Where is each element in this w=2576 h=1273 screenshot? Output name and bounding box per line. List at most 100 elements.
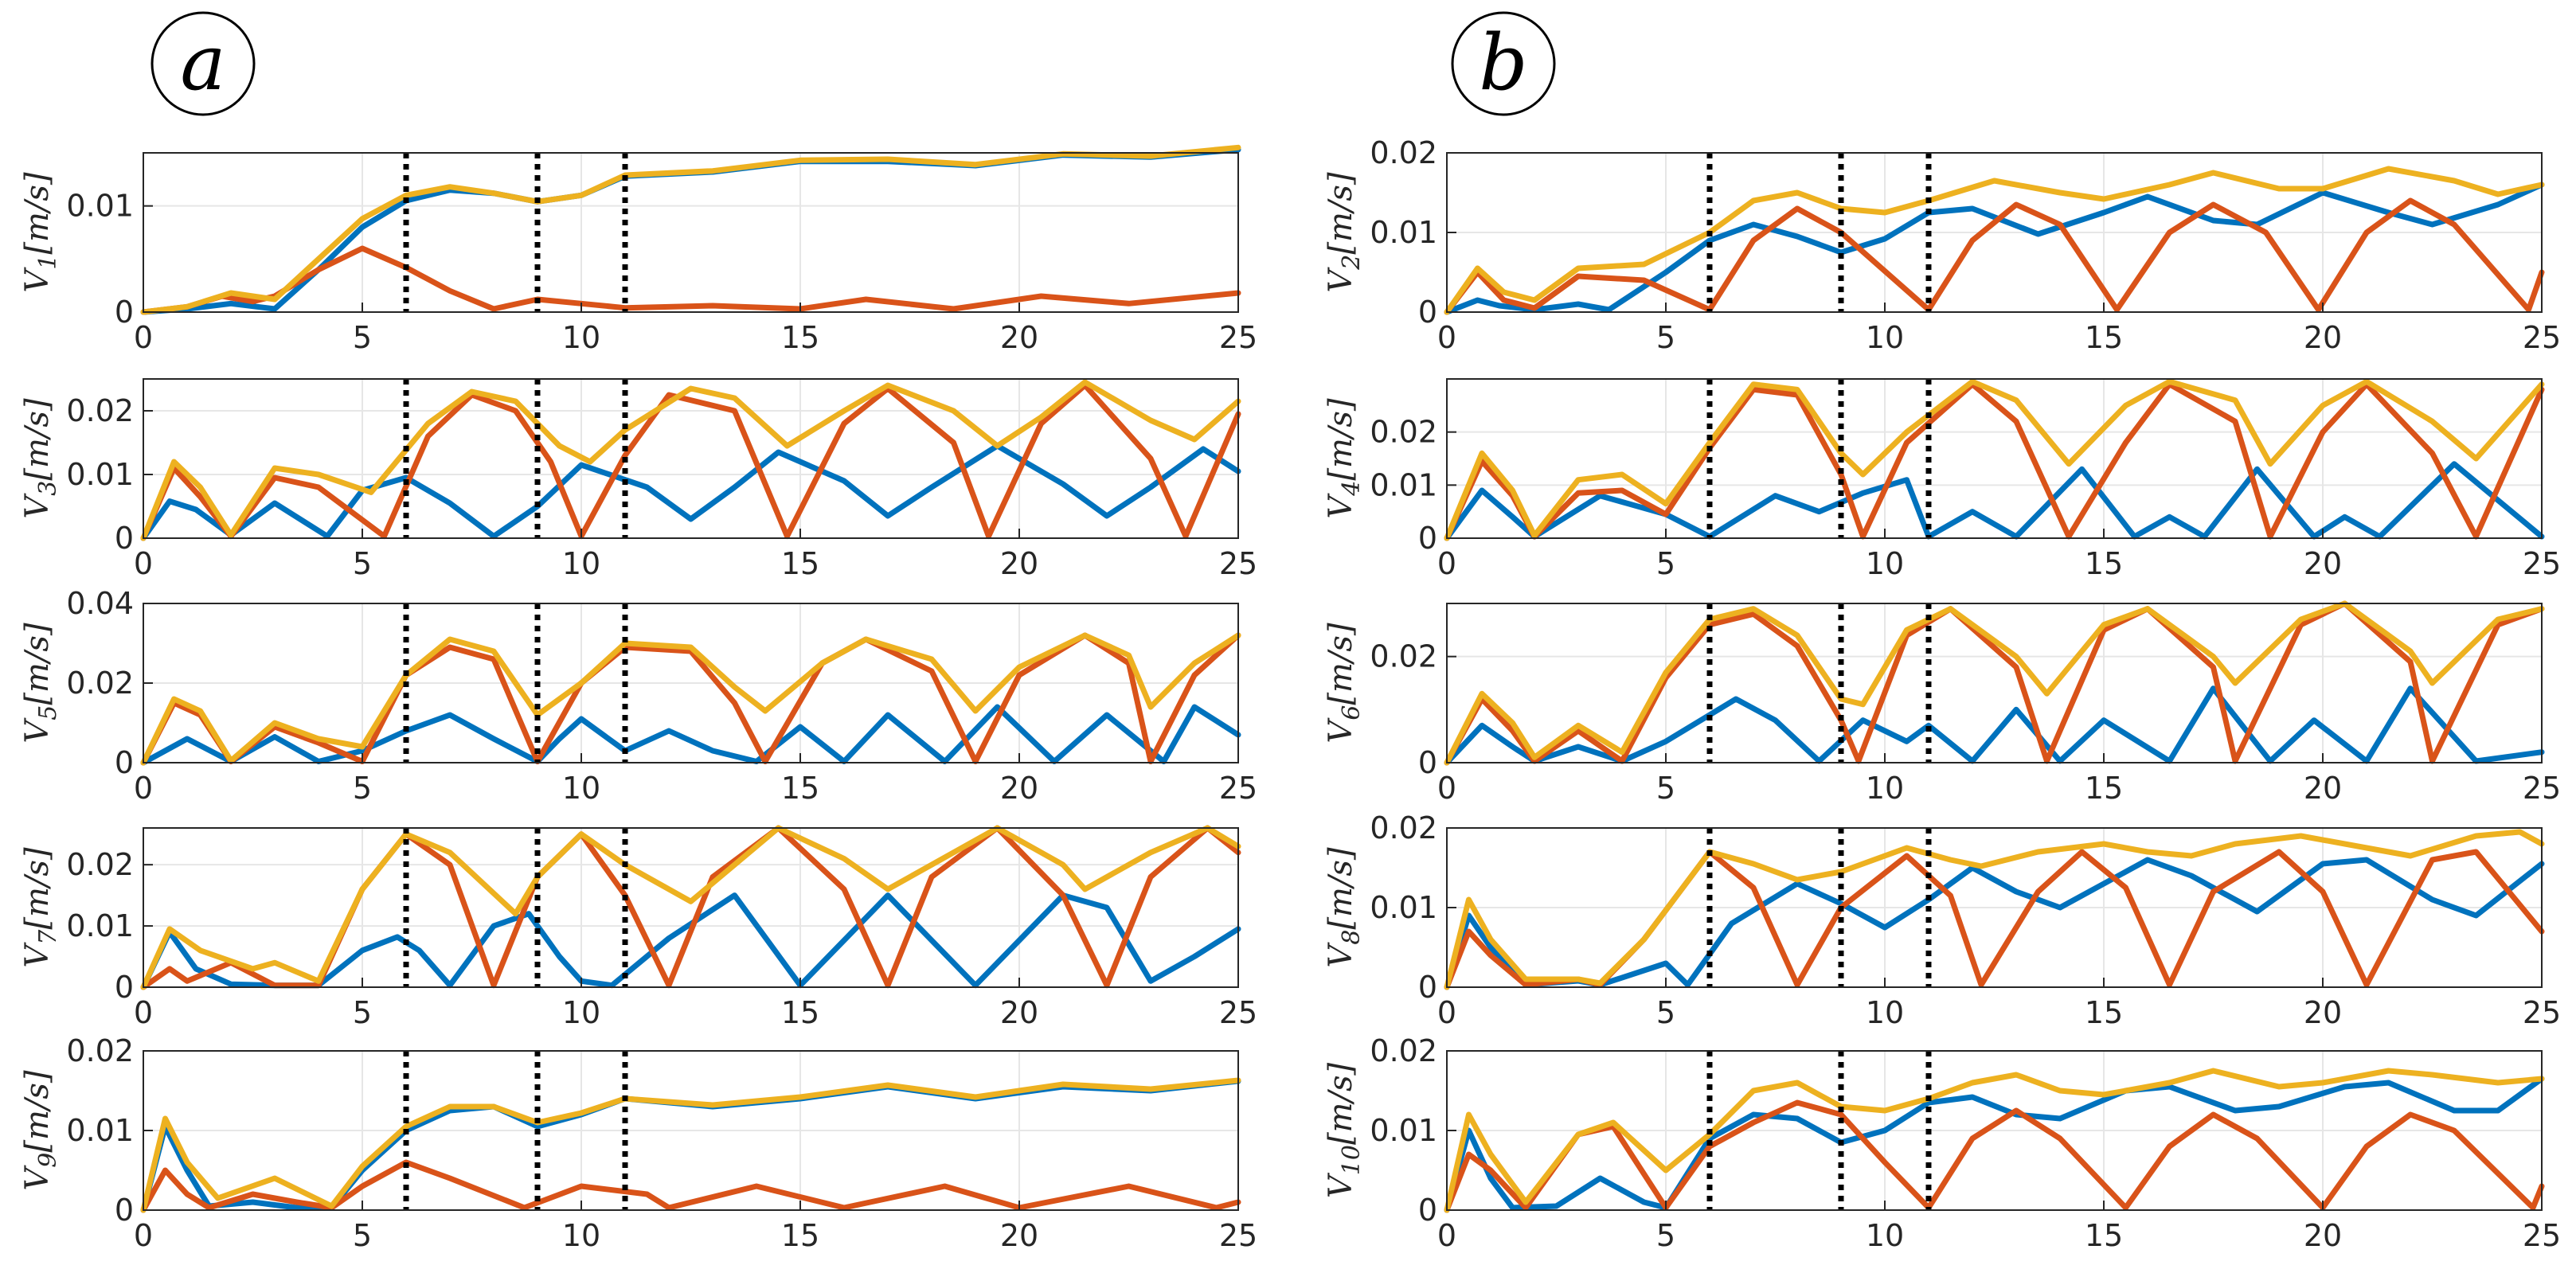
x-tick-label: 5 [353, 546, 372, 581]
y-tick-label: 0.02 [66, 393, 134, 428]
x-tick-label: 25 [2523, 320, 2561, 355]
y-label-unit: [m/s] [1323, 172, 1359, 255]
y-label-symbol: V [1323, 267, 1359, 293]
series-blue-line [1444, 461, 2545, 541]
x-tick-label: 25 [1219, 771, 1257, 806]
y-tick-label: 0 [115, 295, 134, 330]
y-axis-label: V5[m/s] [19, 623, 62, 744]
x-tick-label: 5 [353, 995, 372, 1030]
x-tick-label: 20 [1000, 1218, 1038, 1253]
x-tick-label: 0 [134, 546, 153, 581]
y-axis-label: V4[m/s] [1323, 398, 1366, 519]
y-tick-label: 0.02 [1370, 135, 1437, 170]
y-tick-label: 0.02 [66, 1033, 134, 1068]
series-blue-line [1444, 182, 2545, 315]
y-label-subscript: 8 [1338, 930, 1366, 945]
y-tick-label: 0.02 [1370, 810, 1437, 845]
panel-b-badge: b [1451, 11, 1556, 116]
series-blue-line [1444, 1076, 2545, 1213]
y-tick-label: 0 [115, 970, 134, 1005]
y-label-subscript: 6 [1338, 705, 1366, 720]
y-tick-label: 0 [1418, 745, 1437, 780]
x-tick-label: 25 [2523, 1218, 2561, 1253]
x-tick-label: 0 [134, 771, 153, 806]
x-tick-label: 10 [1866, 320, 1904, 355]
series-yellow-line [1444, 378, 2545, 541]
y-label-unit: [m/s] [19, 1070, 56, 1153]
y-label-symbol: V [1323, 717, 1359, 744]
y-axis-label: V9[m/s] [19, 1070, 62, 1191]
y-tick-label: 0.02 [1370, 415, 1437, 450]
y-label-subscript: 9 [34, 1153, 62, 1168]
y-tick-label: 0.01 [66, 908, 134, 943]
x-tick-label: 15 [781, 320, 819, 355]
x-tick-label: 0 [1437, 771, 1456, 806]
x-tick-label: 25 [2523, 995, 2561, 1030]
series-orange-line [1444, 197, 2545, 315]
x-tick-label: 25 [2523, 546, 2561, 581]
y-tick-label: 0 [1418, 970, 1437, 1005]
x-tick-label: 25 [1219, 995, 1257, 1030]
x-tick-label: 25 [2523, 771, 2561, 806]
x-tick-label: 25 [1219, 546, 1257, 581]
y-axis-label: V2[m/s] [1323, 172, 1366, 293]
y-tick-label: 0 [1418, 295, 1437, 330]
y-label-symbol: V [1323, 942, 1359, 968]
y-tick-label: 0.01 [66, 1113, 134, 1148]
y-tick-label: 0.02 [66, 666, 134, 701]
y-label-symbol: V [1323, 1172, 1359, 1198]
x-tick-label: 20 [1000, 546, 1038, 581]
x-tick-label: 20 [2304, 1218, 2342, 1253]
y-label-symbol: V [19, 942, 56, 968]
y-tick-label: 0.01 [66, 457, 134, 492]
y-label-unit: [m/s] [19, 172, 56, 255]
x-tick-label: 20 [1000, 995, 1038, 1030]
x-tick-label: 15 [2085, 1218, 2123, 1253]
y-label-subscript: 5 [34, 705, 62, 720]
y-label-subscript: 2 [1338, 255, 1366, 271]
y-label-subscript: 10 [1338, 1145, 1366, 1175]
y-tick-label: 0.02 [66, 847, 134, 882]
y-tick-label: 0.04 [66, 586, 134, 621]
x-tick-label: 0 [134, 995, 153, 1030]
y-tick-label: 0.01 [1370, 890, 1437, 925]
axes-box [143, 378, 1239, 539]
y-label-subscript: 1 [34, 255, 62, 270]
y-tick-label: 0.01 [1370, 467, 1437, 502]
series-yellow-line [140, 1077, 1241, 1213]
plot-area [143, 828, 1238, 987]
x-tick-label: 5 [1656, 995, 1675, 1030]
y-axis-label: V1[m/s] [19, 172, 62, 293]
x-tick-label: 5 [1656, 546, 1675, 581]
axes-box [1446, 378, 2543, 539]
x-tick-label: 15 [2085, 546, 2123, 581]
y-axis-label: V8[m/s] [1323, 847, 1366, 968]
x-tick-label: 0 [1437, 320, 1456, 355]
y-label-symbol: V [19, 1165, 56, 1191]
x-tick-label: 0 [1437, 546, 1456, 581]
x-tick-label: 5 [353, 320, 372, 355]
axes-box [143, 152, 1239, 313]
x-tick-label: 20 [2304, 320, 2342, 355]
x-tick-label: 15 [781, 546, 819, 581]
panel-a-badge: a [150, 11, 256, 116]
y-tick-label: 0 [1418, 521, 1437, 556]
x-tick-label: 0 [134, 1218, 153, 1253]
x-tick-label: 15 [2085, 320, 2123, 355]
x-tick-label: 10 [562, 546, 600, 581]
y-tick-label: 0.02 [1370, 639, 1437, 674]
y-label-unit: [m/s] [1323, 623, 1359, 705]
panel-b-label: b [1479, 18, 1527, 107]
x-tick-label: 15 [2085, 771, 2123, 806]
x-tick-label: 15 [2085, 995, 2123, 1030]
plot-area [143, 153, 1238, 312]
y-label-subscript: 3 [34, 481, 62, 496]
y-axis-label: V7[m/s] [19, 847, 62, 968]
y-tick-label: 0 [115, 745, 134, 780]
